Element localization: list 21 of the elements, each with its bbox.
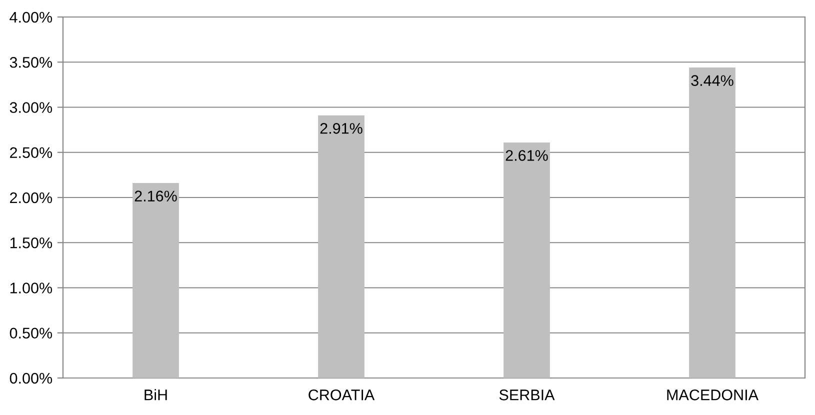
bar [318,115,364,378]
y-tick-label: 1.50% [10,237,52,248]
x-tick-label: MACEDONIA [667,390,758,400]
y-tick-label: 0.50% [10,328,52,339]
y-tick-label: 0.00% [10,372,52,384]
y-tick-label: 4.00% [10,12,52,23]
data-label: 2.16% [134,190,177,202]
bar [504,142,550,378]
y-tick-label: 3.50% [10,56,52,68]
y-tick-label: 2.00% [10,192,52,204]
x-tick-label: BiH [144,389,167,400]
y-tick-label: 3.00% [10,102,52,113]
data-label: 3.44% [691,75,734,86]
bar [132,183,179,378]
data-label: 2.61% [506,150,548,161]
y-tick-label: 2.50% [10,147,52,158]
bar [689,68,736,378]
y-tick-label: 1.00% [10,282,52,294]
data-label: 2.91% [320,122,362,134]
x-tick-label: SERBIA [499,390,555,400]
x-tick-label: CROATIA [308,390,375,400]
